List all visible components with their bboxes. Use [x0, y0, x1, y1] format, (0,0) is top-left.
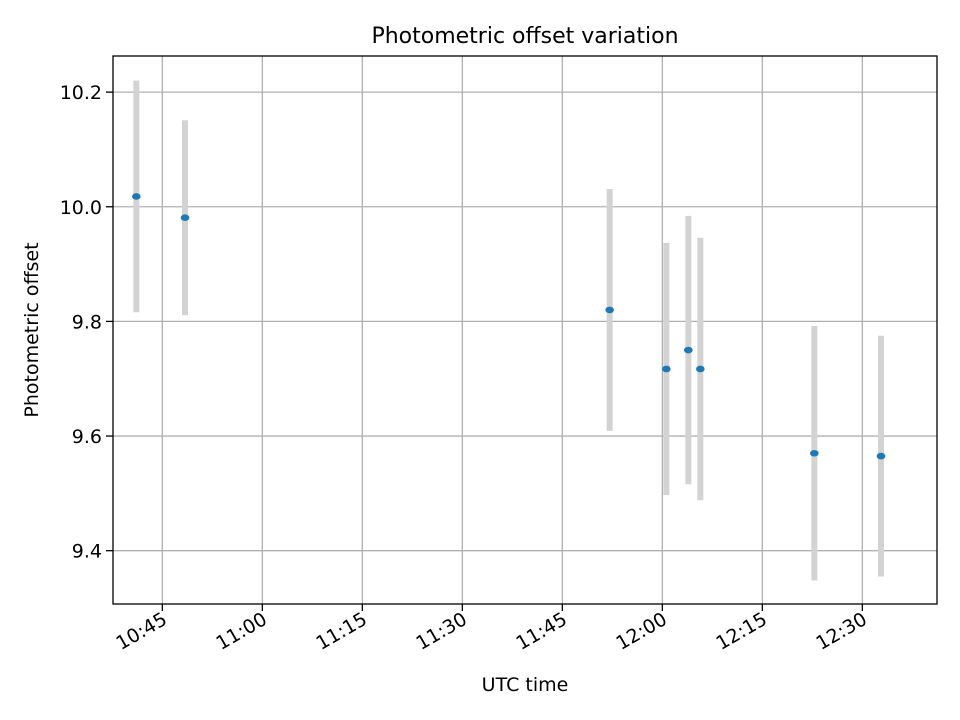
data-point: [696, 365, 705, 373]
y-tick-label: 10.2: [60, 82, 102, 104]
data-point: [662, 365, 671, 373]
data-point: [132, 193, 141, 200]
y-tick-label: 9.6: [72, 426, 102, 448]
y-axis-label: Photometric offset: [21, 242, 43, 417]
chart-title: Photometric offset variation: [371, 24, 678, 49]
error-bars: [133, 80, 884, 581]
data-point: [684, 346, 693, 354]
plot-frame: [112, 55, 938, 605]
y-tick-label: 9.4: [72, 541, 102, 563]
y-tick-label: 9.8: [72, 311, 102, 333]
data-point: [605, 306, 614, 314]
y-tick-label: 10.0: [60, 197, 102, 219]
x-tick-label: 10:45: [112, 608, 170, 654]
x-tick-label: 12:00: [612, 608, 670, 654]
grid-lines: [113, 56, 937, 604]
x-tick-label: 12:15: [712, 608, 770, 654]
x-tick-label: 12:30: [812, 608, 870, 654]
data-point: [810, 449, 819, 457]
axis-ticks: 10:45 11:00 11:15 11:30 11:45 12:00 12:15 12:30…: [60, 82, 871, 655]
data-point: [876, 452, 886, 460]
x-tick-label: 11:45: [512, 608, 570, 654]
x-tick-label: 11:30: [412, 608, 470, 654]
x-tick-label: 11:00: [212, 608, 270, 654]
x-tick-label: 11:15: [312, 608, 370, 654]
data-point: [180, 214, 190, 221]
x-axis-label: UTC time: [482, 674, 569, 696]
data-points: [132, 193, 886, 460]
